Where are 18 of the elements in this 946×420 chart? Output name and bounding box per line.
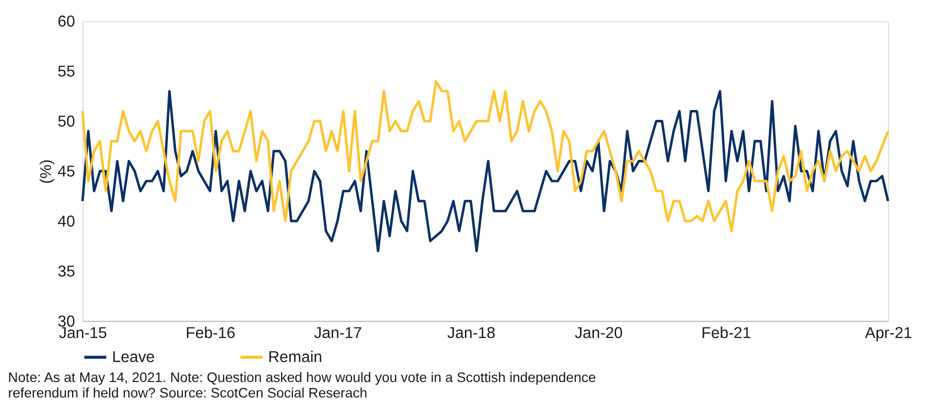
text: Note: As at May 14, 2021. Note: Question asked how would you vote in a Scottish independence referendum if held now? Source: ScotCen Social Reserach	[8, 370, 596, 401]
x-tick-label: Feb-16	[186, 325, 236, 342]
x-tick-label: Feb-21	[701, 325, 752, 342]
y-tick-label: 35	[58, 263, 76, 280]
y-tick-label: 45	[58, 163, 76, 180]
y-tick-label: 60	[58, 14, 76, 31]
x-tick-label: Jan-20	[574, 325, 624, 342]
legend-label: Remain	[268, 349, 322, 366]
y-tick-label: 55	[58, 64, 76, 81]
line-series	[81, 90, 890, 252]
line-series	[81, 80, 890, 232]
legend-label: Leave	[112, 349, 156, 366]
y-axis-title: (%)	[38, 159, 55, 184]
x-tick-label: Jan-18	[447, 325, 496, 342]
y-tick-label: 50	[58, 114, 76, 131]
x-tick-label: Apr-21	[864, 325, 912, 342]
x-tick-label: Jan-17	[314, 325, 362, 342]
y-tick-label: 40	[58, 213, 76, 230]
